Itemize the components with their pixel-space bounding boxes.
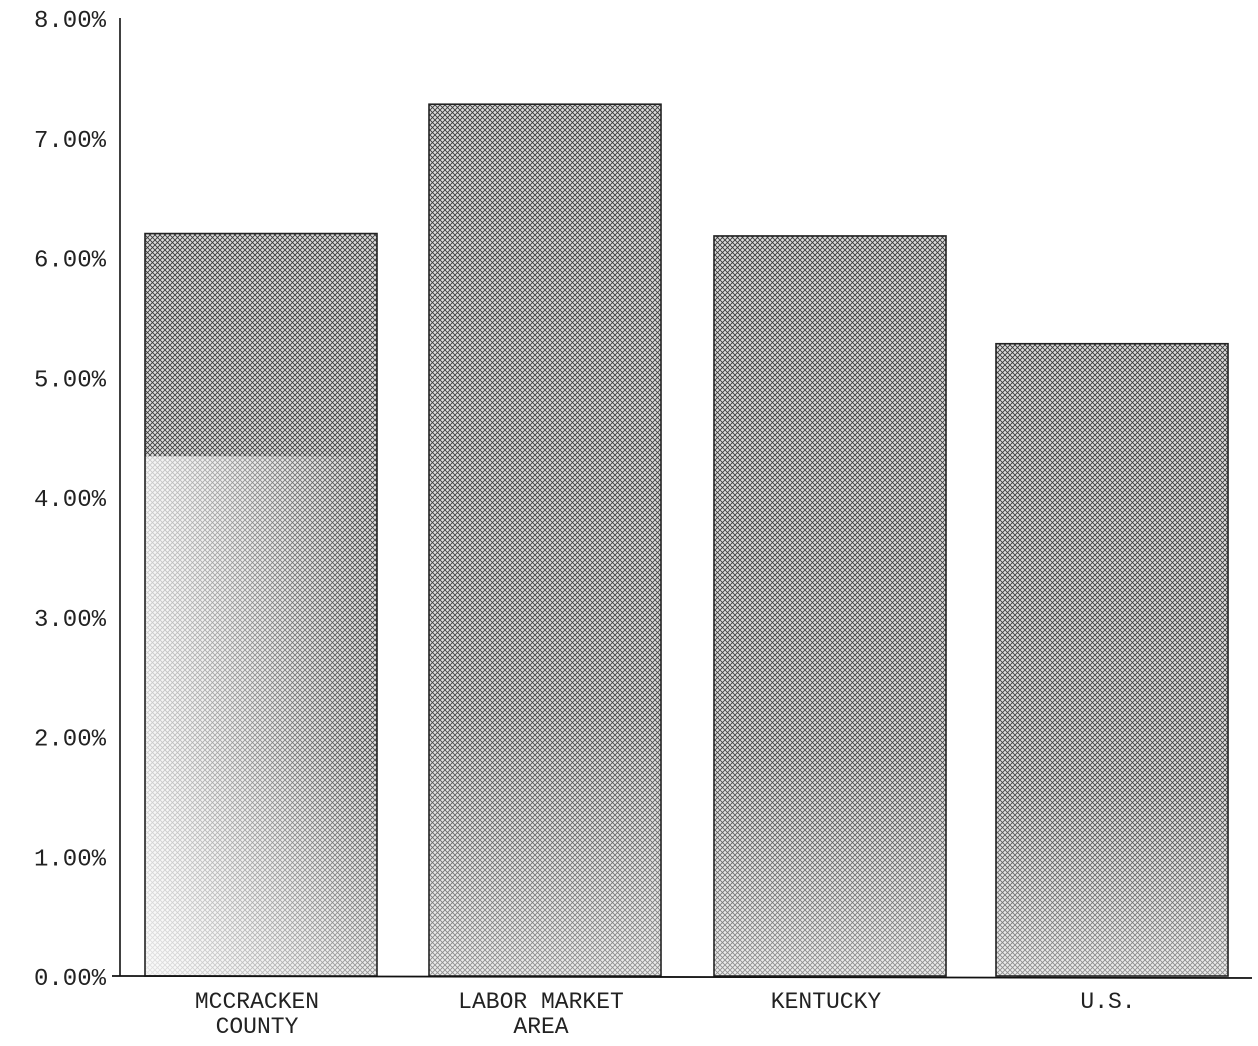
y-tick-label: 7.00% (34, 128, 107, 155)
y-tick-label: 3.00% (34, 607, 107, 634)
bar-1 (428, 103, 662, 977)
y-tick-label: 1.00% (34, 846, 107, 873)
bar-outline (995, 342, 1229, 977)
bars (144, 103, 1229, 977)
y-tick-label: 4.00% (34, 487, 107, 514)
y-tick-label: 0.00% (34, 966, 107, 993)
bar-2 (713, 235, 947, 977)
y-tick-label: 6.00% (34, 248, 107, 275)
bar-shading-bottom (145, 233, 377, 977)
bar-3 (995, 342, 1229, 977)
axes (111, 18, 1253, 979)
y-axis-ticks: 0.00% 1.00% 2.00% 3.00% 4.00% 5.00% 6.00% 7.00%… (34, 8, 107, 993)
y-tick-label: 8.00% (34, 8, 107, 35)
bar-shading-bottom (996, 343, 1228, 977)
bar-0 (144, 232, 378, 977)
bar-shading-bottom (429, 104, 661, 977)
y-tick-label: 5.00% (34, 367, 107, 394)
x-category-label: U.S. (1080, 989, 1135, 1015)
x-category-label: MCCRACKEN COUNTY (195, 989, 319, 1040)
x-category-label: LABOR MARKET AREA (458, 989, 624, 1040)
x-axis-line (111, 975, 1253, 979)
x-category-label: KENTUCKY (771, 989, 882, 1015)
bar-shading-bottom (714, 235, 946, 976)
bar-outline (713, 235, 947, 977)
y-tick-label: 2.00% (34, 727, 107, 754)
x-axis-labels: MCCRACKEN COUNTY LABOR MARKET AREA KENTUCKY U… (195, 989, 1136, 1040)
